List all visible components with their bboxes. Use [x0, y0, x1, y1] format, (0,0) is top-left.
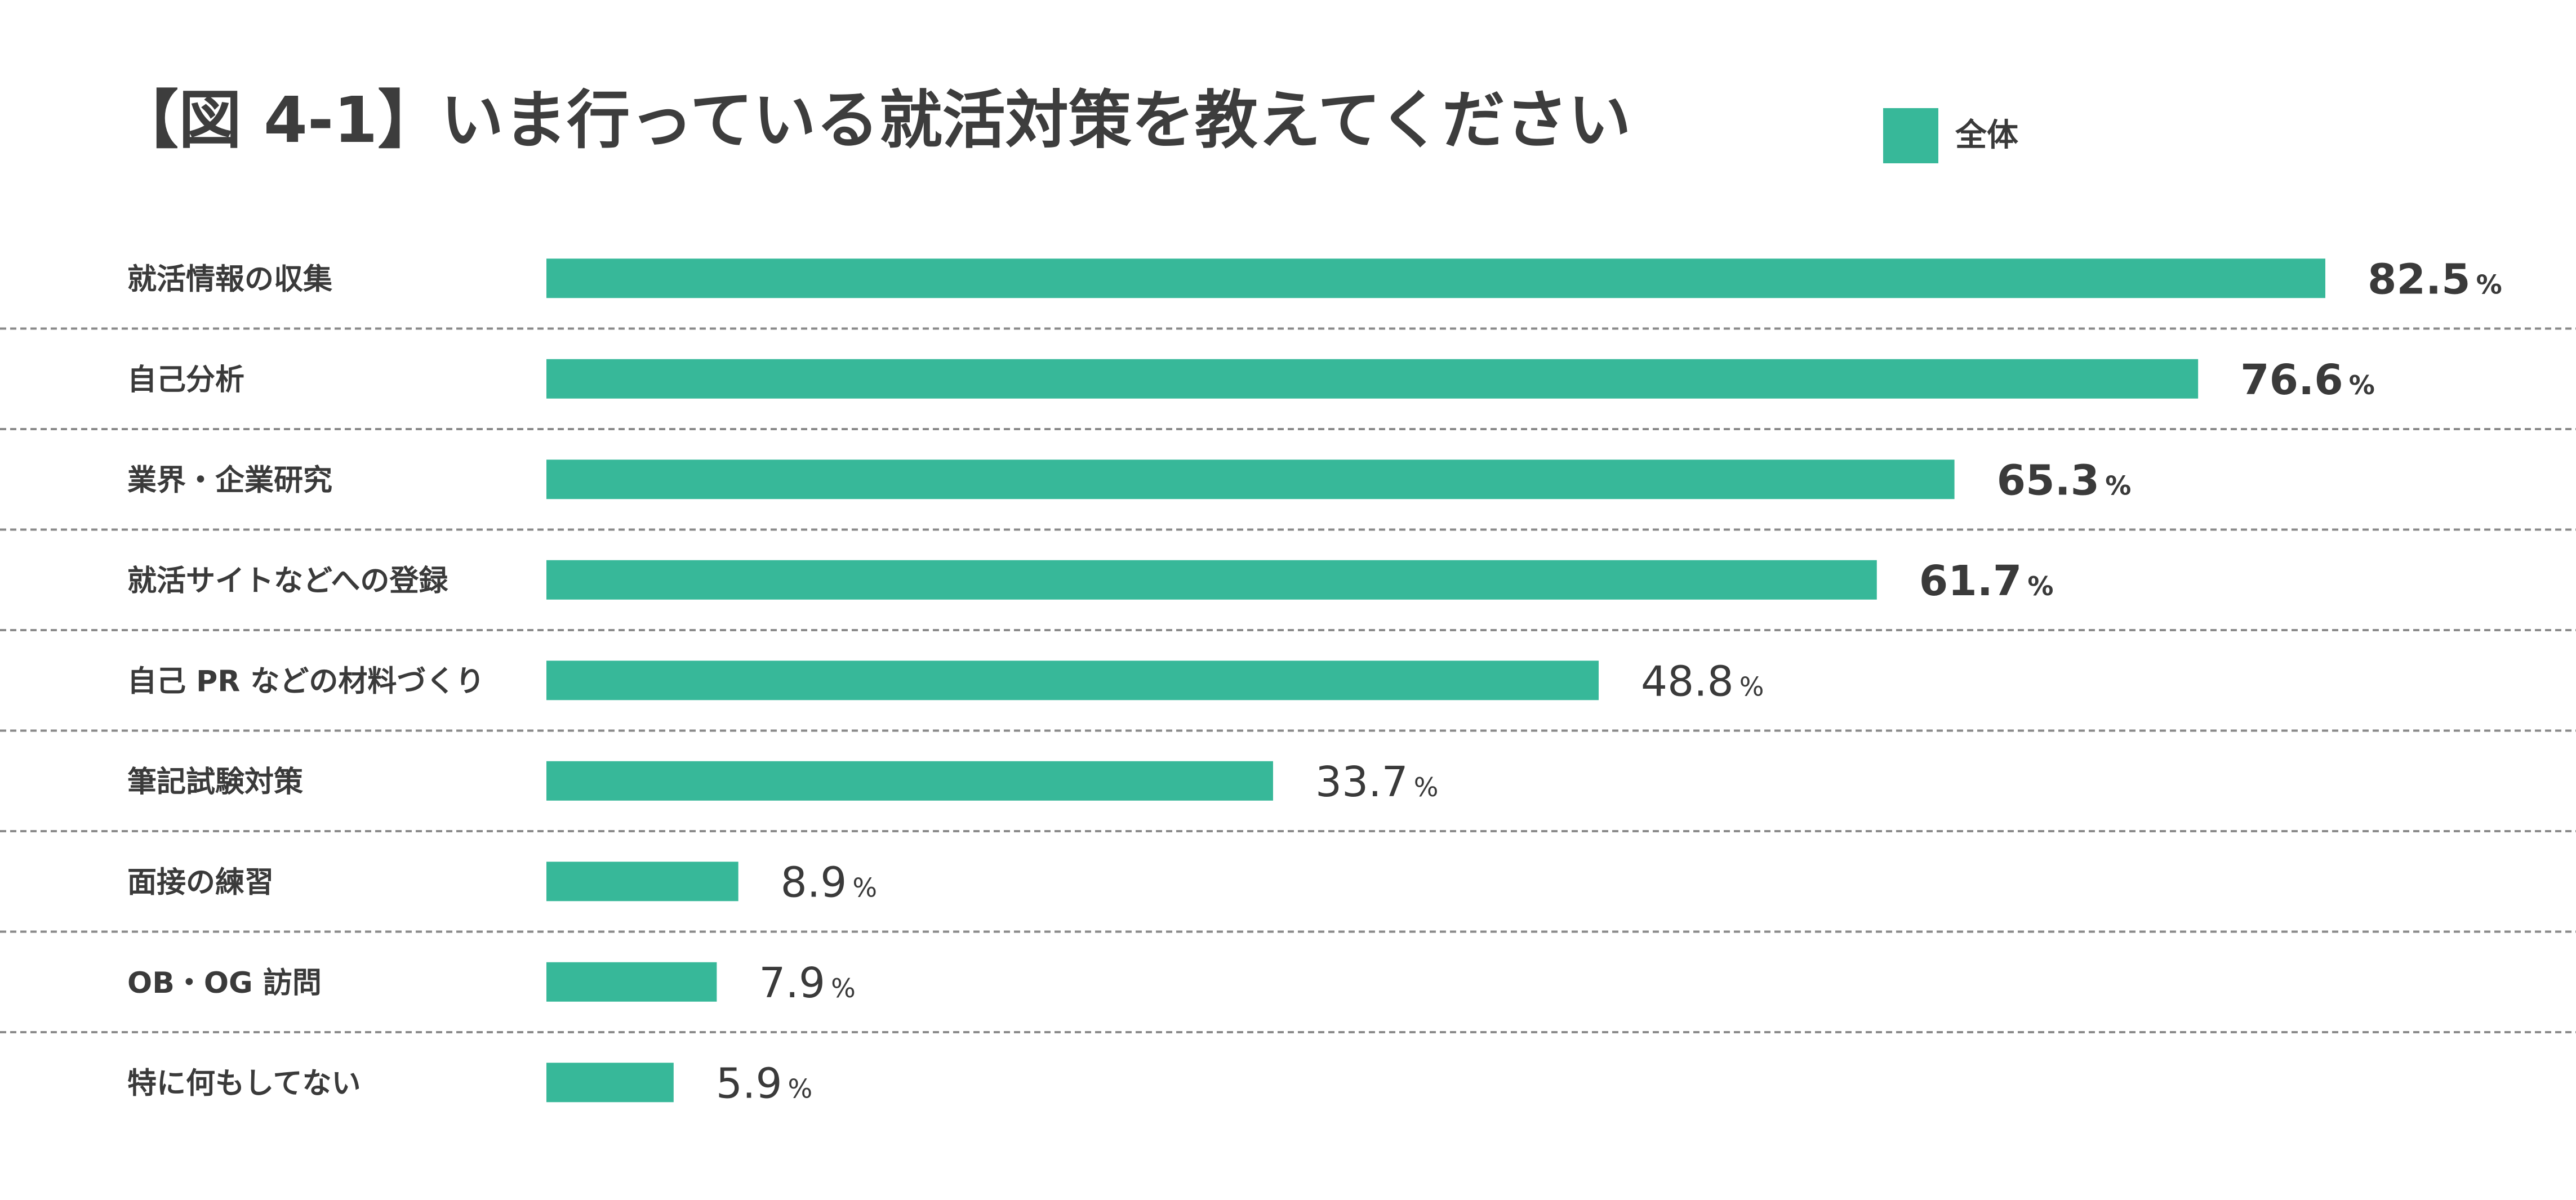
category-label: OB・OG 訪問 — [127, 966, 322, 1000]
data-label-unit: % — [1739, 671, 1764, 702]
bar — [546, 962, 717, 1002]
category-label: 就活情報の収集 — [127, 262, 332, 296]
category-label: 面接の練習 — [127, 866, 274, 899]
category-label: 業界・企業研究 — [127, 463, 332, 497]
data-label: 65.3% — [1997, 456, 2132, 505]
bar — [546, 1063, 674, 1103]
data-label: 5.9% — [716, 1059, 812, 1108]
data-label-unit: % — [2027, 571, 2053, 601]
category-label: 就活サイトなどへの登録 — [127, 564, 448, 598]
category-label: 自己分析 — [127, 363, 244, 397]
category-label: 自己 PR などの材料づくり — [127, 664, 484, 698]
data-label: 48.8% — [1641, 657, 1764, 706]
bar — [546, 862, 738, 902]
category-label: 筆記試験対策 — [127, 765, 303, 799]
data-label-unit: % — [2349, 370, 2375, 400]
bar — [546, 258, 2325, 298]
legend: 全体 — [1883, 108, 2018, 163]
bar — [546, 560, 1877, 600]
bar — [546, 460, 1955, 499]
bar — [546, 761, 1273, 801]
data-label: 8.9% — [781, 858, 877, 907]
bar — [546, 661, 1599, 701]
data-label: 7.9% — [759, 959, 855, 1007]
data-label-unit: % — [2476, 269, 2502, 300]
data-label: 33.7% — [1315, 758, 1438, 806]
legend-label: 全体 — [1955, 117, 2018, 154]
data-label-unit: % — [788, 1073, 813, 1104]
data-label: 82.5% — [2368, 255, 2502, 304]
category-label: 特に何もしてない — [127, 1067, 361, 1100]
data-label-unit: % — [1414, 772, 1439, 802]
chart-title: 【図 4-1】いま行っている就活対策を教えてください — [115, 84, 1631, 157]
data-label: 61.7% — [1919, 557, 2054, 605]
data-label-unit: % — [852, 872, 877, 903]
legend-swatch — [1883, 108, 1938, 163]
data-label-unit: % — [831, 973, 856, 1003]
data-label: 76.6% — [2240, 356, 2375, 404]
data-label-unit: % — [2105, 470, 2131, 501]
bar — [546, 359, 2199, 399]
